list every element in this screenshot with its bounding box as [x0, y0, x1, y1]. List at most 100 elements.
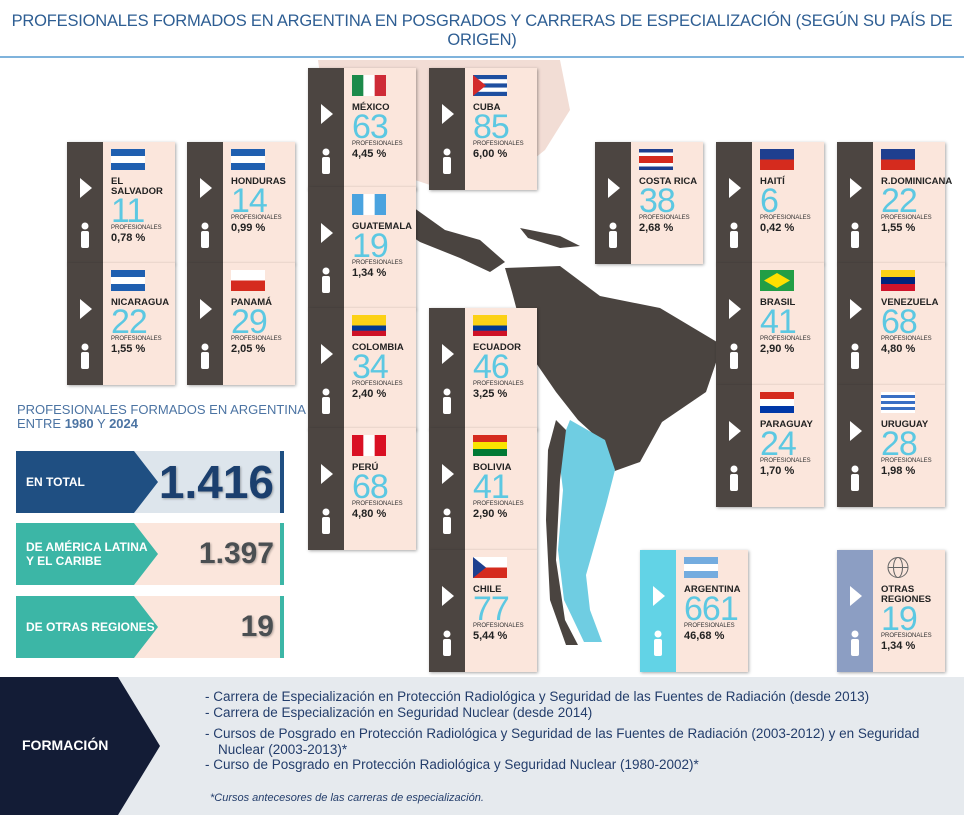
country-count: 661	[684, 590, 739, 628]
country-percent: 2,40 %	[352, 388, 387, 400]
card-body: NICARAGUA 22 PROFESIONALES 1,55 %	[103, 263, 175, 385]
card-icons	[729, 178, 741, 248]
country-name: URUGUAY	[881, 419, 929, 430]
summary-edge	[280, 451, 284, 513]
country-count: 41	[473, 468, 510, 506]
flag-stripe	[473, 75, 507, 80]
card-strip	[187, 142, 223, 264]
card-body: PANAMÁ 29 PROFESIONALES 2,05 %	[223, 263, 295, 385]
count-unit: PROFESIONALES	[111, 336, 162, 342]
flag	[881, 149, 915, 170]
card-body: ARGENTINA 661 PROFESIONALES 46,68 %	[676, 550, 748, 672]
arrow-icon	[442, 586, 454, 606]
count-unit: PROFESIONALES	[881, 336, 932, 342]
count-unit: PROFESIONALES	[473, 501, 524, 507]
person-body	[81, 352, 89, 369]
flag-stripe	[881, 392, 915, 396]
person-body	[851, 352, 859, 369]
formation-note: *Cursos antecesores de las carreras de e…	[210, 792, 484, 804]
formation-item: - Carrera de Especialización en Protecci…	[205, 689, 870, 704]
arrow-icon	[850, 299, 862, 319]
flag-stripe	[352, 330, 386, 336]
count-unit: PROFESIONALES	[111, 225, 162, 231]
card-strip	[595, 142, 631, 264]
country-name: NICARAGUA	[111, 297, 170, 308]
flag-stripe	[684, 557, 718, 565]
country-percent: 0,78 %	[111, 232, 146, 244]
country-card: BRASIL 41 PROFESIONALES 2,90 %	[716, 263, 824, 385]
person-head	[322, 508, 330, 516]
card-body: ECUADOR 46 PROFESIONALES 3,25 %	[465, 308, 537, 430]
flag	[352, 435, 386, 456]
person-head	[730, 343, 738, 351]
count-unit: PROFESIONALES	[760, 215, 811, 221]
arrow-icon	[200, 299, 212, 319]
card-icons	[80, 299, 92, 369]
year: 1980	[64, 416, 94, 431]
country-card: EL SALVADOR 11 PROFESIONALES 0,78 %	[67, 142, 175, 264]
country-card: BOLIVIA 41 PROFESIONALES 2,90 %	[429, 428, 537, 550]
card-icons	[850, 299, 862, 369]
card-strip	[308, 187, 344, 309]
count-unit: PROFESIONALES	[352, 381, 403, 387]
arrow-icon	[321, 464, 333, 484]
flag-stripe	[881, 159, 915, 170]
formation-item: - Carrera de Especialización en Segurida…	[205, 704, 593, 720]
flag-stripe	[473, 557, 507, 568]
summary-value: 1.416	[158, 456, 274, 508]
country-percent: 4,45 %	[352, 148, 387, 160]
flag	[352, 315, 386, 336]
country-percent: 5,44 %	[473, 630, 508, 642]
summary-edge	[280, 596, 284, 658]
country-name: COSTA RICA	[639, 176, 698, 187]
flag	[111, 270, 145, 291]
country-count: 63	[352, 108, 389, 146]
card-body: CUBA 85 PROFESIONALES 6,00 %	[465, 68, 537, 190]
flag	[111, 149, 145, 170]
formation-item: - Cursos de Posgrado en Protección Radio…	[205, 726, 920, 757]
card-icons	[442, 104, 454, 174]
person-head	[609, 222, 617, 230]
flag	[473, 557, 507, 578]
card-icons	[442, 344, 454, 414]
summary-row: DE AMÉRICA LATINA Y EL CARIBE 1.397	[16, 523, 284, 585]
card-body: PERÚ 68 PROFESIONALES 4,80 %	[344, 428, 416, 550]
country-name: EL SALVADOR	[111, 176, 163, 197]
flag-stripe	[352, 194, 364, 215]
country-count: 11	[111, 192, 145, 230]
summary-shape	[16, 451, 284, 513]
country-percent: 1,34 %	[352, 267, 387, 279]
person-head	[851, 222, 859, 230]
flag-stripe	[231, 149, 265, 157]
country-count: 68	[352, 468, 389, 506]
country-count: 19	[881, 600, 918, 638]
card-icons	[80, 178, 92, 248]
card-icons	[321, 344, 333, 414]
flag-stripe	[639, 156, 673, 160]
card-body: COLOMBIA 34 PROFESIONALES 2,40 %	[344, 308, 416, 430]
flag-stripe	[760, 392, 794, 400]
card-icons	[608, 178, 620, 248]
count-unit: PROFESIONALES	[473, 381, 524, 387]
card-icons	[442, 464, 454, 534]
formation-chevron	[0, 677, 160, 815]
card-strip	[67, 263, 103, 385]
person-head	[851, 630, 859, 638]
arrow-icon	[850, 178, 862, 198]
country-card: PANAMÁ 29 PROFESIONALES 2,05 %	[187, 263, 295, 385]
summary-heading-line: ENTRE 1980 Y 2024	[17, 417, 306, 431]
formation-band	[0, 677, 964, 815]
arrow-icon	[850, 586, 862, 606]
card-body: HAITÍ 6 PROFESIONALES 0,42 %	[752, 142, 824, 264]
person-body	[322, 517, 330, 534]
count-unit: PROFESIONALES	[881, 458, 932, 464]
card-strip	[837, 550, 873, 672]
country-percent: 1,55 %	[111, 343, 146, 355]
country-percent: 1,34 %	[881, 640, 916, 652]
arrow-icon	[729, 178, 741, 198]
count-unit: PROFESIONALES	[760, 458, 811, 464]
arrow-icon	[729, 421, 741, 441]
flag-stripe	[473, 79, 507, 84]
flag-stripe	[760, 406, 794, 413]
country-card: VENEZUELA 68 PROFESIONALES 4,80 %	[837, 263, 945, 385]
